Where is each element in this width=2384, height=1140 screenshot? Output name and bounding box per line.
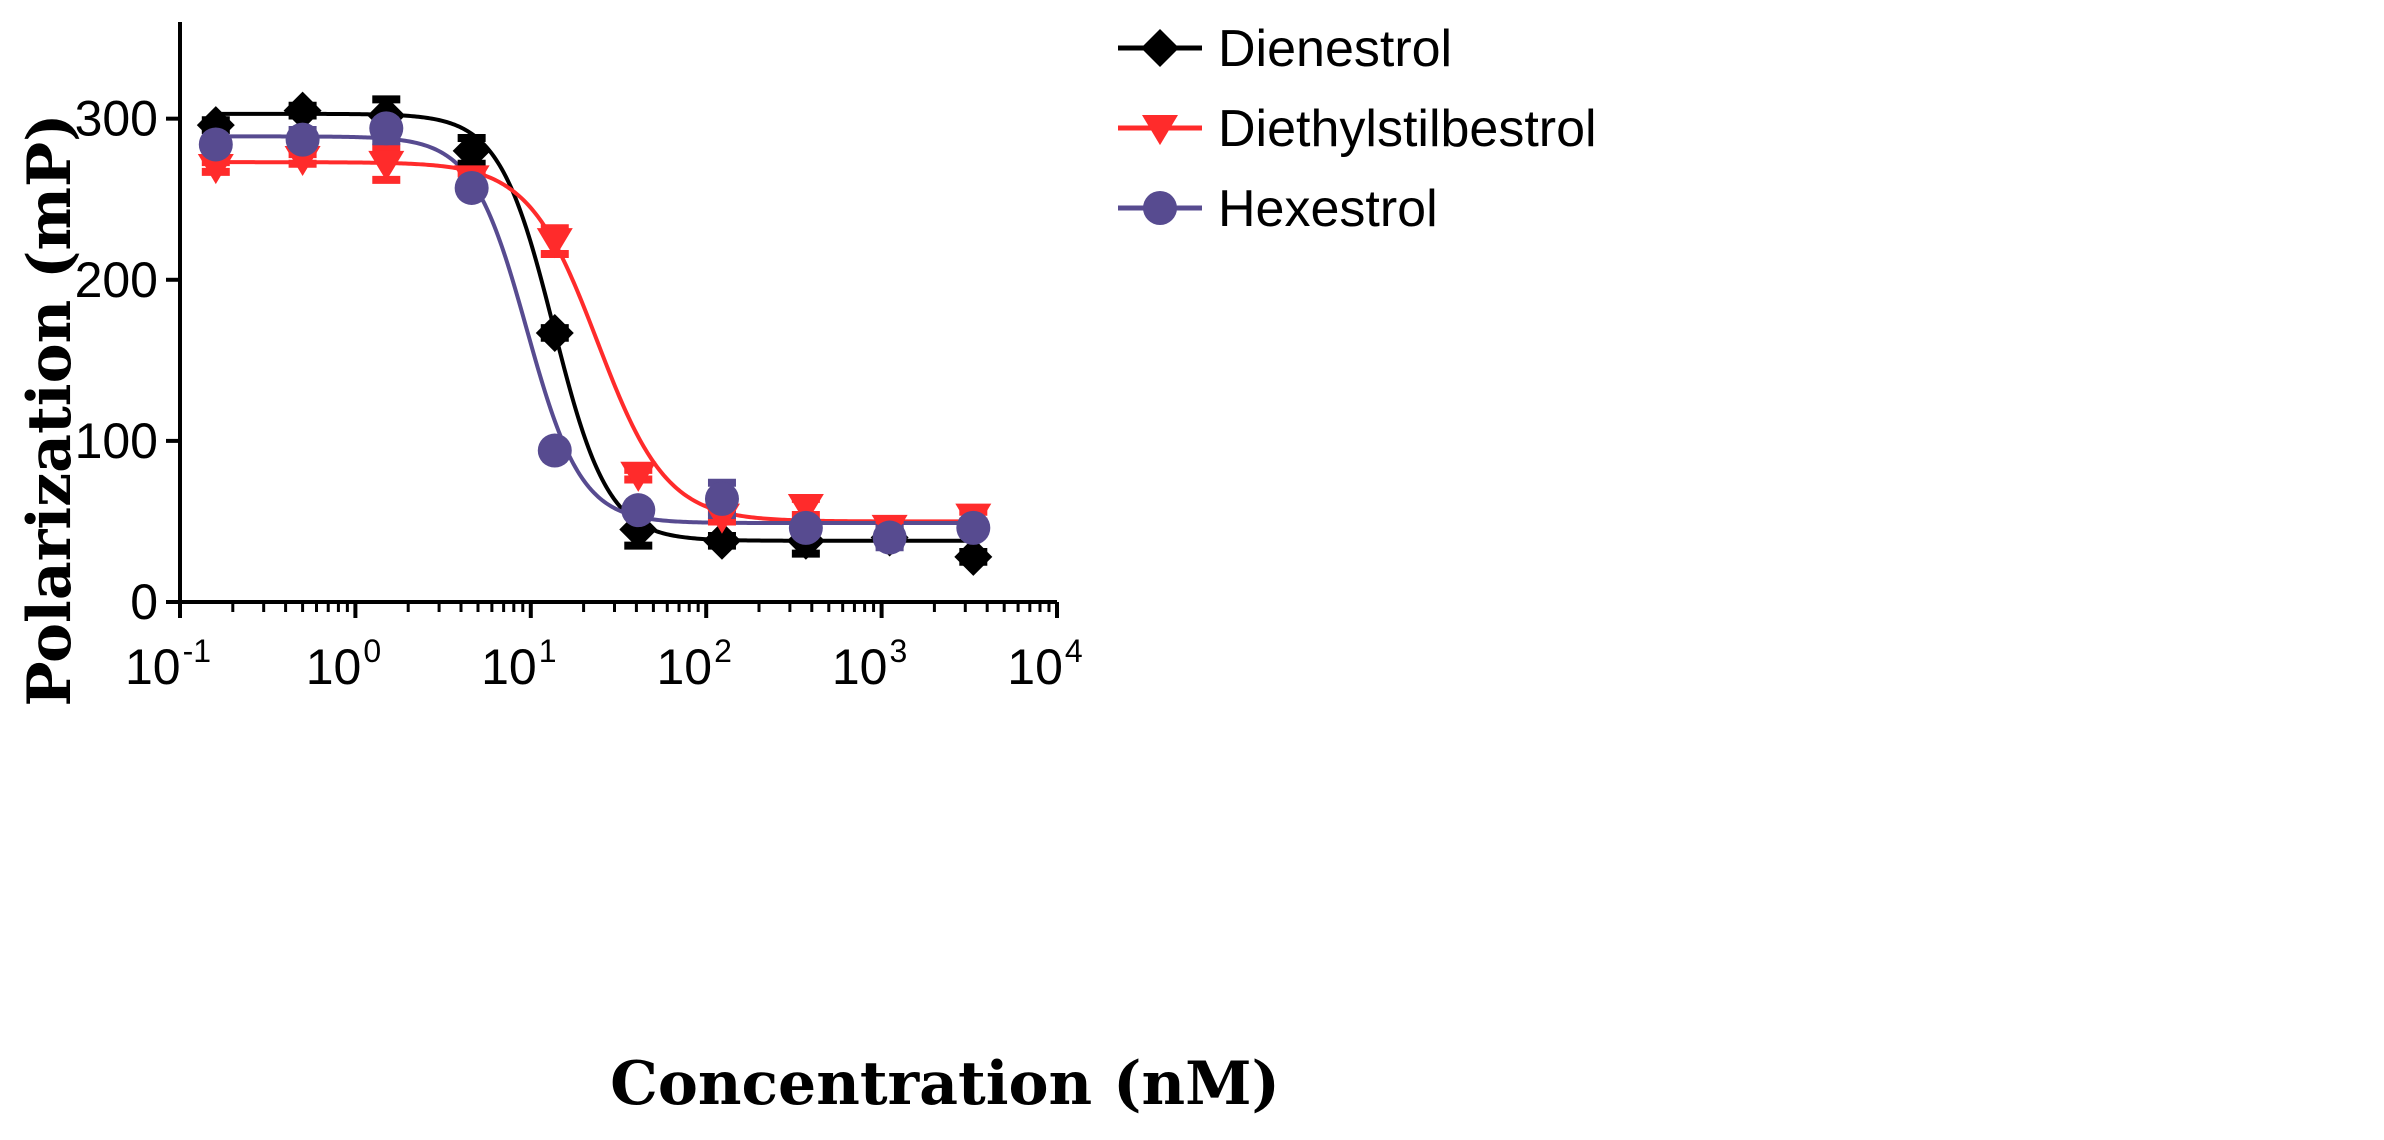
y-tick-label: 300 [75,91,158,147]
y-axis-title: Polarization (mP) [15,114,85,707]
y-tick-label: 0 [130,574,158,630]
x-tick-exponent: 1 [539,633,557,669]
x-tick-label: 10-1 [125,633,211,695]
legend-marker-1 [1142,115,1178,146]
data-point [872,520,907,555]
data-point [702,521,741,560]
data-point [956,510,991,545]
data-point [787,493,824,525]
x-axis-title: Concentration (nM) [610,1049,1280,1119]
x-tick-label: 101 [481,633,556,695]
data-point [369,111,404,146]
data-point [285,122,320,157]
y-tick-label: 200 [75,252,158,308]
data-point [704,481,739,516]
data-point [452,131,491,170]
data-point [197,154,234,185]
data-point [454,170,489,205]
data-point [368,150,405,181]
legend-label-1: Diethylstilbestrol [1218,100,1597,158]
x-tick-label: 104 [1007,633,1082,695]
legend-marker-2 [1143,191,1177,225]
legend-label-2: Hexestrol [1218,180,1438,238]
x-tick-exponent: 4 [1065,633,1083,669]
data-point [621,493,656,528]
x-tick-label: 103 [832,633,907,695]
data-point [537,433,572,468]
x-tick-exponent: 0 [363,633,381,669]
x-tick-exponent: -1 [183,633,211,669]
data-point [283,91,322,130]
data-point [536,228,573,259]
data-markers [196,91,993,576]
x-tick-label: 102 [656,633,731,695]
fit-curves [215,111,974,543]
data-point [198,127,233,162]
data-point [620,461,657,492]
data-point [535,313,574,352]
x-tick-exponent: 3 [890,633,908,669]
y-tick-label: 100 [75,413,158,469]
fit-curve-2 [215,134,974,526]
legend-label-0: Dienestrol [1218,20,1452,78]
data-point [788,510,823,545]
data-point [954,537,993,576]
legend: Dienestrol Diethylstilbestrol Hexestrol [1118,20,1597,238]
legend-marker-0 [1141,29,1179,67]
x-tick-label: 100 [306,633,381,695]
x-tick-exponent: 2 [714,633,732,669]
fit-curve-0 [215,111,974,543]
